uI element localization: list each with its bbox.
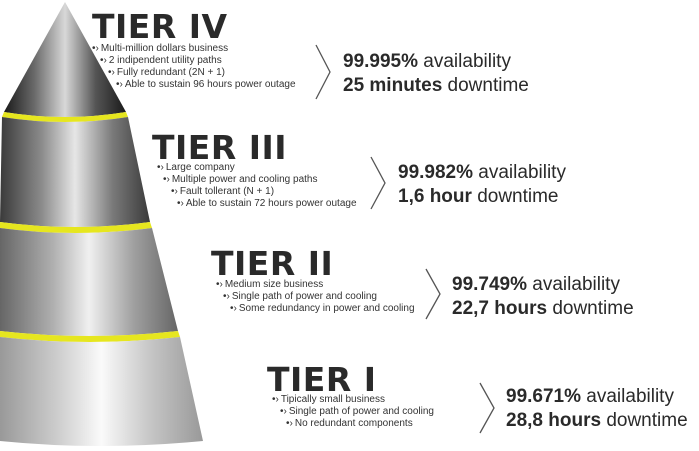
chevron-icon — [370, 156, 386, 210]
cone-segment-tier-3 — [0, 117, 150, 227]
cone-segment-tier-1 — [0, 337, 203, 446]
bullet-item: Able to sustain 72 hours power outage — [177, 198, 357, 210]
tier-3-availability: 99.982% availability — [398, 162, 566, 183]
tier-2-downtime: 22,7 hours downtime — [452, 298, 634, 319]
tier-1-availability: 99.671% availability — [506, 386, 674, 407]
tier-1-bullets: Tipically small business Single path of … — [272, 394, 434, 430]
tier-4-downtime: 25 minutes downtime — [343, 75, 529, 96]
tier-3-bullets: Large company Multiple power and cooling… — [157, 162, 357, 210]
bullet-item: Fully redundant (2N + 1) — [108, 67, 296, 79]
bullet-item: Single path of power and cooling — [223, 291, 415, 303]
bullet-item: Able to sustain 96 hours power outage — [116, 79, 296, 91]
tier-4-stats: 99.995% availability 25 minutes downtime — [343, 50, 529, 98]
tier-2-bullets: Medium size business Single path of powe… — [216, 279, 415, 315]
tier-2-title: TIER II — [211, 244, 334, 283]
tier-3-title: TIER III — [152, 128, 288, 167]
chevron-icon — [425, 268, 441, 320]
bullet-item: Multi-million dollars business — [92, 43, 296, 55]
tier-2-stats: 99.749% availability 22,7 hours downtime — [452, 273, 634, 321]
tier-4-title: TIER IV — [92, 7, 228, 46]
bullet-item: 2 indipendent utility paths — [100, 55, 296, 67]
tier-2-availability: 99.749% availability — [452, 274, 620, 295]
chevron-icon — [315, 44, 331, 100]
bullet-item: Fault tollerant (N + 1) — [171, 186, 357, 198]
bullet-item: Single path of power and cooling — [280, 406, 434, 418]
tier-1-downtime: 28,8 hours downtime — [506, 410, 688, 431]
chevron-icon — [479, 382, 495, 434]
tier-4-bullets: Multi-million dollars business 2 indipen… — [92, 43, 296, 91]
bullet-item: No redundant components — [286, 418, 434, 430]
tier-1-stats: 99.671% availability 28,8 hours downtime — [506, 385, 688, 433]
cone-segment-tier-2 — [0, 228, 178, 336]
cone-segment-tier-4 — [4, 2, 126, 117]
bullet-item: Some redundancy in power and cooling — [230, 303, 415, 315]
bullet-item: Medium size business — [216, 279, 415, 291]
tier-4-availability: 99.995% availability — [343, 51, 511, 72]
band-tier-4 — [2, 112, 128, 122]
bullet-item: Multiple power and cooling paths — [163, 174, 357, 186]
bullet-item: Large company — [157, 162, 357, 174]
bullet-item: Tipically small business — [272, 394, 434, 406]
band-tier-3 — [0, 222, 152, 233]
band-tier-2 — [0, 331, 180, 342]
tier-1-title: TIER I — [267, 360, 377, 399]
tier-3-stats: 99.982% availability 1,6 hour downtime — [398, 161, 566, 209]
tier-3-downtime: 1,6 hour downtime — [398, 186, 559, 207]
